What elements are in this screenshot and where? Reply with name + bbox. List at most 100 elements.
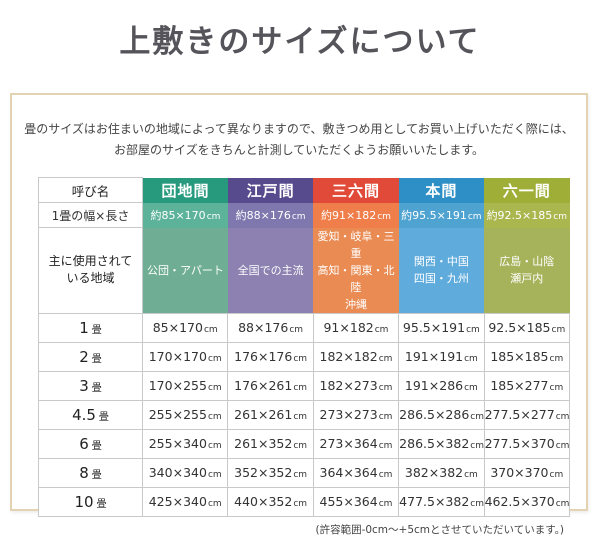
size-value: 277.5×277	[484, 407, 555, 422]
size-unit: cm	[207, 499, 222, 509]
size-value: 約92.5×185	[486, 209, 553, 222]
size-value: 340×340	[148, 465, 207, 480]
size-cell-honma: 477.5×382cm	[398, 486, 485, 517]
size-unit: cm	[549, 470, 564, 480]
size-unit: cm	[293, 383, 308, 393]
size-unit: cm	[207, 354, 222, 364]
size-cell-edoma: 88×176cm	[227, 312, 314, 343]
region-line: 沖縄	[344, 297, 367, 311]
size-cell-rokuichima: 185×277cm	[483, 370, 571, 401]
size-value: 477.5×382	[399, 494, 470, 509]
intro-text: 畳のサイズはお住まいの地域によって異なりますので、敷きつめ用としてお買い上げいた…	[12, 119, 586, 161]
size-value: 170×170	[148, 349, 207, 364]
size-unit: cm	[464, 383, 478, 393]
size-cell-rokuichima: 185×185cm	[483, 341, 571, 372]
size-value: 352×352	[234, 465, 293, 480]
page-title: 上敷きのサイズについて	[119, 24, 481, 60]
one-mat-size-row: 1畳の幅×長さ 約85×170cm 約88×176cm 約91×182cm 約95.5×…	[38, 202, 570, 228]
region-cell-sanrokuma: 愛知・岐阜・三重 高知・関東・北陸 沖縄	[313, 227, 399, 313]
size-cell-rokuichima: 92.5×185cm	[483, 312, 571, 343]
mat-count-number: 8	[79, 463, 89, 482]
size-value: 185×277	[490, 378, 549, 393]
size-cell-rokuichima: 462.5×370cm	[483, 486, 571, 517]
size-cell-honma: 95.5×191cm	[398, 312, 485, 343]
one-mat-size-danchima: 約85×170cm	[142, 202, 228, 228]
size-unit: cm	[293, 441, 308, 451]
size-value: 286.5×382	[399, 436, 470, 451]
mat-count-number: 10	[74, 492, 94, 511]
size-cell-honma: 286.5×286cm	[398, 399, 485, 430]
size-value: 88×176	[238, 320, 289, 335]
size-cell-edoma: 352×352cm	[227, 457, 314, 488]
column-header-rokuichima: 六一間	[484, 177, 570, 203]
mat-count-label: 10 畳	[38, 486, 143, 517]
one-mat-size-honma: 約95.5×191cm	[398, 202, 485, 228]
size-value: 約91×182	[321, 209, 377, 222]
size-value: 455×364	[319, 494, 378, 509]
region-line: 広島・山陰	[499, 255, 555, 268]
size-cell-honma: 191×286cm	[398, 370, 485, 401]
mat-count-unit: 畳	[96, 498, 107, 510]
region-row: 主に使用されて いる地域 公団・アパート 全国での主流 愛知・岐阜・三重 高知・関東・北陸…	[38, 227, 570, 314]
size-unit: cm	[203, 325, 218, 335]
size-value: 176×176	[234, 349, 293, 364]
size-unit: cm	[464, 470, 478, 480]
mat-count-number: 4.5	[72, 405, 96, 424]
region-line: 瀬戸内	[510, 272, 544, 285]
region-cell-danchima: 公団・アパート	[142, 227, 228, 313]
size-unit: cm	[549, 383, 564, 393]
mat-count-unit: 畳	[98, 411, 109, 423]
size-value: 182×273	[319, 378, 378, 393]
size-unit: cm	[378, 354, 393, 364]
size-value: 370×370	[490, 465, 549, 480]
column-header-edoma: 江戸間	[227, 177, 314, 203]
size-unit: cm	[207, 470, 222, 480]
size-cell-edoma: 176×176cm	[227, 341, 314, 372]
region-cell-honma: 関西・中国四国・九州	[398, 227, 485, 313]
size-unit: cm	[293, 470, 308, 480]
mat-count-unit: 畳	[91, 353, 102, 365]
size-unit: cm	[206, 212, 221, 222]
size-cell-honma: 382×382cm	[398, 457, 485, 488]
size-unit: cm	[374, 325, 389, 335]
mat-count-number: 1	[79, 318, 89, 337]
region-cell-edoma: 全国での主流	[227, 227, 314, 313]
size-value: 261×352	[234, 436, 293, 451]
size-unit: cm	[551, 325, 566, 335]
column-header-sanrokuma: 三六間	[313, 177, 399, 203]
size-cell-edoma: 176×261cm	[227, 370, 314, 401]
one-mat-size-label: 1畳の幅×長さ	[38, 202, 143, 228]
header-row: 呼び名 団地間 江戸間 三六間 本間 六一間	[38, 177, 570, 203]
region-line: 全国での主流	[237, 263, 304, 277]
intro-line-2: お部屋のサイズをきちんと計測していただくようお願いいたします。	[113, 143, 485, 157]
tolerance-footnote: (許容範囲-0cm～+5cmとさせていただいています。)	[315, 523, 564, 536]
size-cell-sanrokuma: 182×182cm	[312, 341, 400, 372]
size-unit: cm	[378, 470, 393, 480]
size-value: 91×182	[323, 320, 374, 335]
size-value: 191×286	[404, 378, 464, 393]
mat-row: 10 畳 425×340cm 440×352cm 455×364cm 477.5×382c…	[38, 486, 571, 517]
size-cell-danchima: 85×170cm	[141, 312, 229, 343]
size-value: 176×261	[234, 378, 293, 393]
region-line: 四国・九州	[413, 272, 469, 285]
mat-row: 3 畳 170×255cm 176×261cm 182×273cm 191×286cm 18…	[38, 370, 571, 401]
size-cell-danchima: 170×255cm	[141, 370, 229, 401]
mat-row: 1 畳 85×170cm 88×176cm 91×182cm 95.5×191cm 92.5…	[38, 312, 571, 343]
size-unit: cm	[555, 412, 570, 422]
mat-count-unit: 畳	[91, 324, 102, 336]
size-cell-danchima: 170×170cm	[141, 341, 229, 372]
one-mat-size-rokuichima: 約92.5×185cm	[484, 202, 570, 228]
size-value: 261×261	[234, 407, 293, 422]
size-cell-danchima: 255×340cm	[141, 428, 229, 459]
mat-row: 4.5 畳 255×255cm 261×261cm 273×273cm 286.5×286…	[38, 399, 571, 430]
size-unit: cm	[467, 212, 482, 222]
size-cell-honma: 286.5×382cm	[398, 428, 485, 459]
size-value: 364×364	[319, 465, 378, 480]
region-line: 関西・中国	[413, 255, 469, 268]
size-value: 255×340	[148, 436, 207, 451]
size-value: 425×340	[148, 494, 207, 509]
region-label-line: 主に使用されて	[48, 254, 133, 269]
